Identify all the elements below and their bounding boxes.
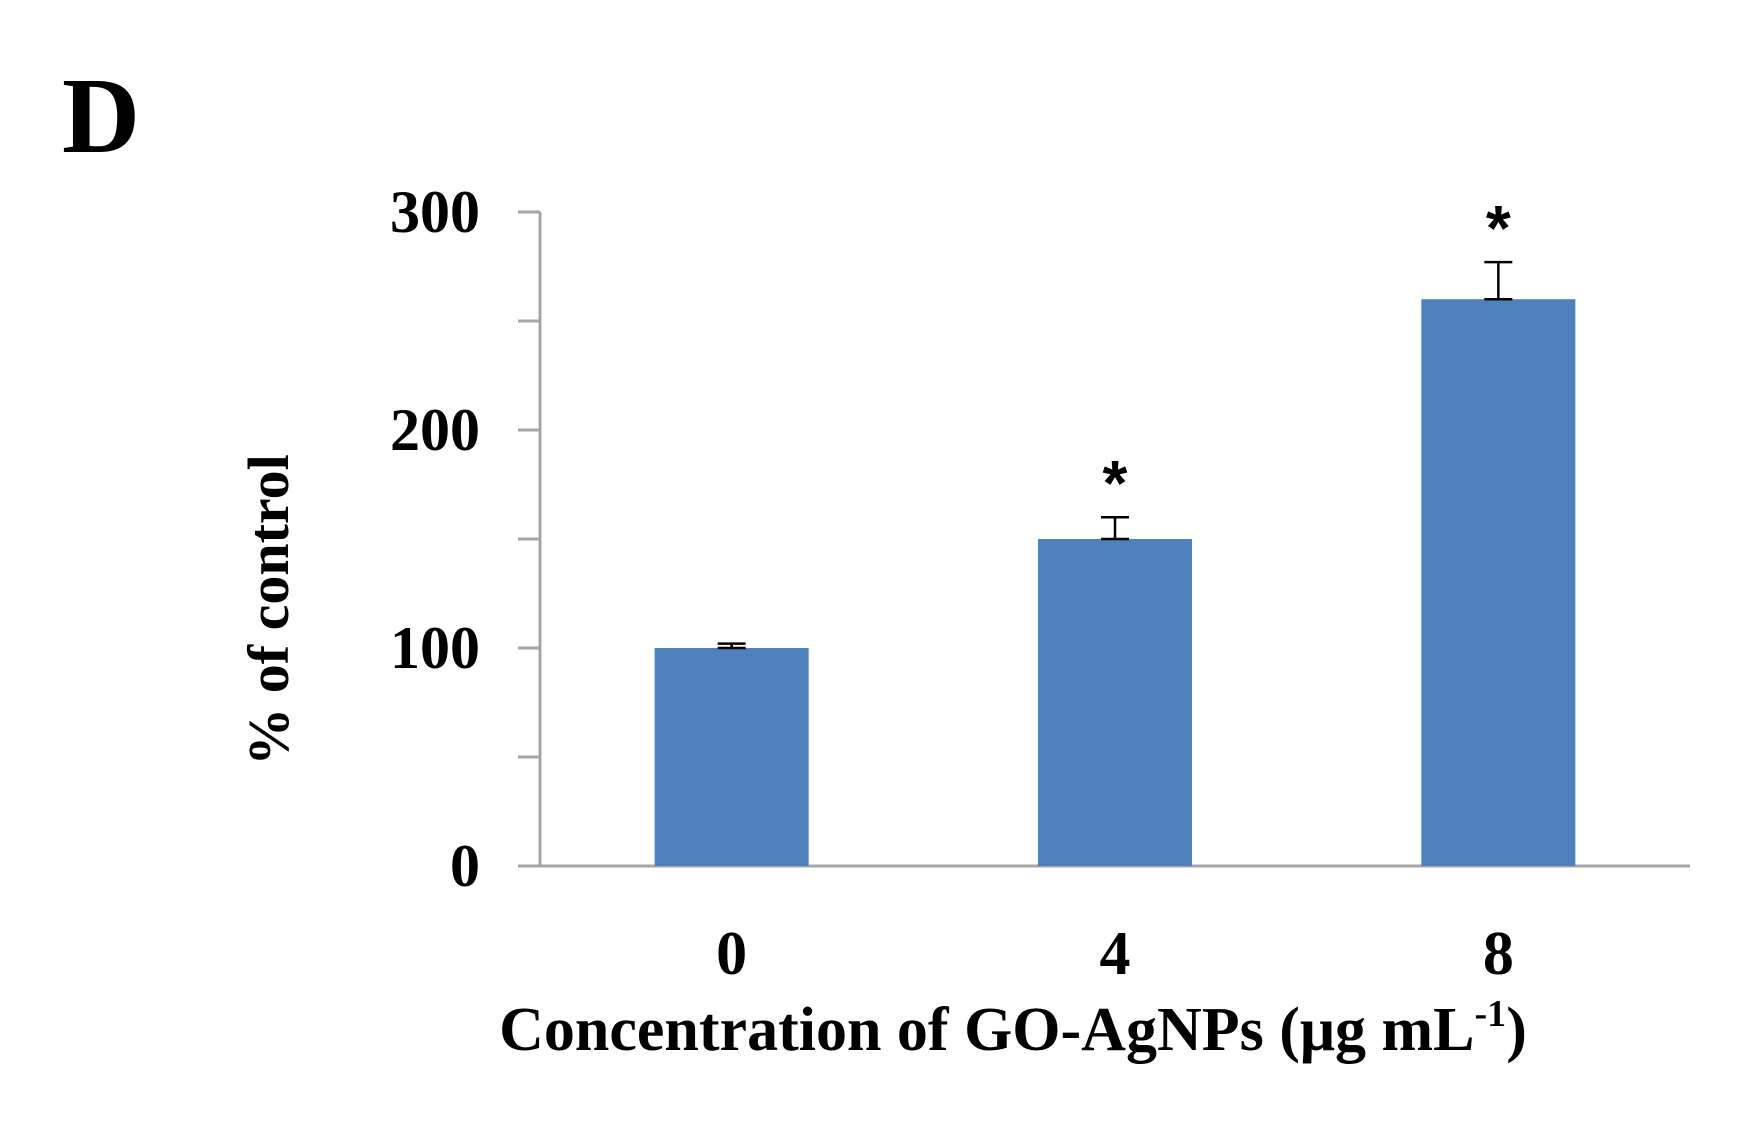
x-axis-label: Concentration of GO-AgNPs (μg mL-1)	[499, 993, 1527, 1064]
y-tick-label: 0	[450, 833, 480, 899]
bars	[654, 299, 1576, 866]
significance-asterisk: *	[1103, 447, 1128, 519]
significance-asterisk: *	[1486, 192, 1511, 264]
y-tick-label: 200	[390, 397, 480, 463]
significance-annotations: **	[1103, 192, 1511, 519]
bar-8	[1421, 299, 1576, 866]
x-tick-label: 4	[1100, 920, 1131, 988]
x-tick-label: 0	[716, 920, 747, 988]
x-axis-label-superscript: -1	[1475, 993, 1507, 1035]
y-axis-label: % of control	[236, 454, 301, 765]
bar-4	[1038, 539, 1192, 866]
x-tick-labels: 0 4 8	[716, 920, 1514, 988]
x-axis-label-end: )	[1506, 996, 1527, 1064]
panel-label: D	[62, 57, 140, 176]
error-bars	[717, 260, 1513, 650]
y-tick-label: 100	[390, 615, 480, 681]
x-tick-label: 8	[1483, 920, 1514, 988]
x-axis-label-text: Concentration of GO-AgNPs (μg mL	[499, 996, 1474, 1064]
y-tick-labels: 0 100 200 300	[390, 179, 480, 899]
bar-0	[654, 648, 809, 866]
y-tick-label: 300	[390, 179, 480, 245]
